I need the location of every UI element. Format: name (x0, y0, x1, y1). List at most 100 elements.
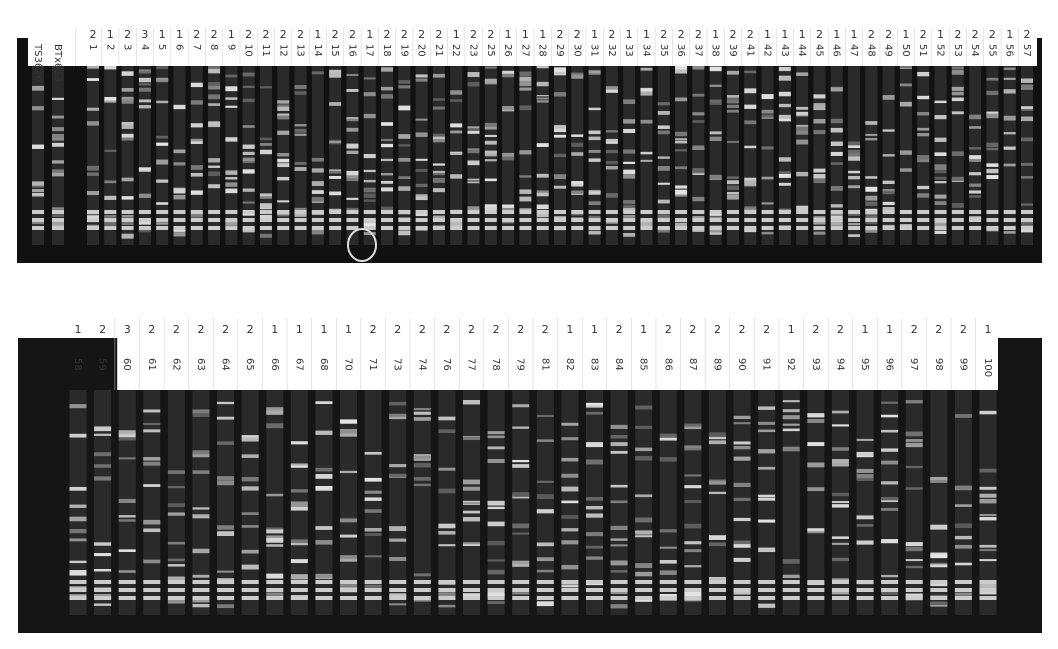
lane-label: 92 (785, 358, 796, 371)
lane-score: 2 (972, 28, 979, 41)
gel-lane (934, 55, 947, 245)
gel-band (951, 210, 964, 214)
gel-band (659, 588, 677, 592)
gel-band (381, 218, 394, 222)
gel-band (241, 596, 259, 600)
gel-band (905, 588, 923, 592)
gel-band (588, 136, 601, 141)
gel-band (951, 86, 964, 91)
gel-band (192, 452, 210, 458)
gel-band (208, 68, 221, 74)
gel-band (561, 515, 579, 519)
lane-score: 2 (960, 323, 967, 336)
gel-band (519, 189, 532, 194)
gel-band (657, 182, 670, 185)
gel-band (463, 510, 481, 514)
gel-band (364, 527, 382, 532)
gel-band (311, 190, 324, 194)
gel-band (118, 580, 136, 584)
gel-band (432, 210, 445, 214)
gel-band (610, 424, 628, 429)
gel-band (709, 131, 722, 135)
gel-band (277, 218, 290, 222)
gel-band (848, 210, 861, 214)
gel-band (536, 173, 549, 178)
gel-band (519, 76, 532, 82)
gel-band (502, 106, 515, 110)
gel-band (290, 574, 308, 580)
gel-band (467, 210, 480, 214)
gel-band (709, 136, 722, 141)
gel-lane (277, 55, 290, 245)
gel-band (398, 134, 411, 139)
lane-label: 7 (191, 44, 202, 50)
gel-band (438, 588, 456, 592)
gel-band (692, 210, 705, 214)
gel-band (585, 403, 603, 408)
gel-band (1021, 78, 1033, 82)
gel-band (121, 210, 134, 214)
gel-band (69, 504, 87, 508)
gel-band (744, 88, 757, 94)
lane-score: 1 (505, 28, 512, 41)
gel-band (969, 218, 982, 222)
gel-band (623, 99, 636, 105)
gel-band (684, 565, 702, 568)
gel-band (69, 594, 87, 597)
gel-band (588, 107, 601, 111)
gel-lane (930, 390, 948, 615)
gel-band (363, 169, 376, 173)
gel-band (954, 596, 972, 600)
gel-band (807, 413, 825, 418)
lane-label: 16 (346, 44, 357, 57)
gel-band (290, 596, 308, 600)
lane-label: 6 (173, 44, 184, 50)
gel-band (315, 430, 333, 435)
gel-band (329, 102, 342, 106)
gel-band (173, 194, 186, 200)
gel-band (311, 226, 324, 230)
gel-band (675, 226, 688, 230)
gel-band (536, 226, 549, 230)
gel-lane (640, 55, 653, 245)
gel-band (635, 535, 653, 538)
gel-band (1021, 162, 1033, 166)
gel-band (865, 203, 878, 206)
gel-band (934, 176, 947, 180)
gel-band (32, 182, 44, 186)
gel-band (623, 210, 636, 214)
gel-band (329, 218, 342, 222)
gel-band (156, 202, 169, 205)
gel-band (467, 206, 480, 211)
gel-band (536, 65, 549, 69)
gel-band (192, 409, 210, 414)
gel-band (571, 183, 584, 187)
gel-band (635, 588, 653, 592)
gel-band (398, 157, 411, 162)
gel-band (259, 137, 272, 141)
gel-band (807, 580, 825, 584)
gel-band (364, 596, 382, 600)
gel-band (865, 215, 878, 219)
gel-band (381, 226, 394, 230)
gel-band (733, 588, 751, 592)
gel-band (761, 109, 774, 114)
gel-band (242, 125, 255, 128)
gel-band (881, 429, 899, 433)
gel-band (484, 218, 497, 222)
gel-band (934, 164, 947, 170)
lane-score: 2 (542, 323, 549, 336)
gel-band (856, 524, 874, 527)
gel-band (640, 91, 653, 96)
gel-band (143, 596, 161, 600)
gel-band (104, 149, 117, 153)
gel-band (856, 515, 874, 520)
gel-band (848, 170, 861, 174)
gel-band (758, 580, 776, 584)
gel-band (241, 486, 259, 491)
gel-band (726, 210, 739, 214)
lane-label: 35 (658, 44, 669, 57)
gel-band (484, 210, 497, 214)
gel-band (104, 226, 117, 230)
gel-band (346, 226, 359, 230)
